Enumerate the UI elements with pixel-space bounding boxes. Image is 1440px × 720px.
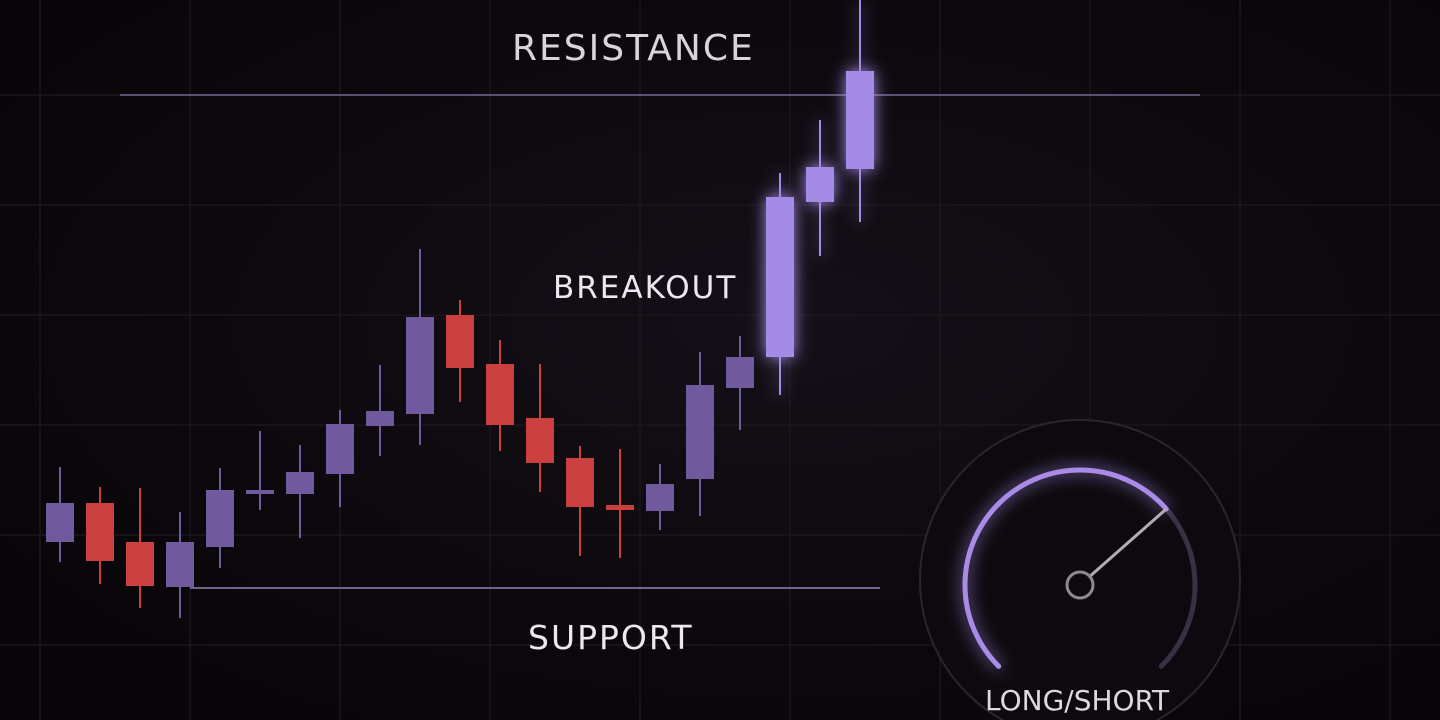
gauge-hub: [1065, 570, 1095, 600]
bearish-candle: [86, 487, 114, 584]
candle-body: [606, 505, 634, 510]
long-short-gauge: [919, 419, 1241, 720]
candle-body: [326, 424, 354, 474]
support-label: SUPPORT: [528, 618, 694, 657]
gauge-dial: [919, 419, 1241, 720]
candle-body: [166, 542, 194, 587]
candle-body: [646, 484, 674, 511]
bearish-candle: [606, 449, 634, 558]
candle-body: [446, 315, 474, 368]
bearish-candle: [446, 300, 474, 402]
candle-body: [206, 490, 234, 547]
candle-body: [46, 503, 74, 542]
bullish-candle: [846, 0, 874, 222]
candle-body: [246, 490, 274, 494]
candle-body: [406, 317, 434, 414]
bullish-candle: [686, 352, 714, 516]
bullish-candle: [646, 464, 674, 530]
bullish-candle: [366, 365, 394, 456]
bullish-candle: [766, 173, 794, 395]
bearish-candle: [486, 340, 514, 451]
bullish-candle: [326, 410, 354, 507]
gauge-label: LONG/SHORT: [985, 684, 1170, 717]
candle-body: [766, 197, 794, 357]
breakout-label: BREAKOUT: [553, 270, 738, 306]
bullish-candle: [726, 336, 754, 430]
candle-body: [366, 411, 394, 426]
candle-body: [86, 503, 114, 561]
bullish-candle: [166, 512, 194, 618]
bullish-candle: [246, 431, 274, 510]
gauge-fill-arc: [962, 467, 1169, 669]
bullish-candle: [206, 468, 234, 568]
resistance-label: RESISTANCE: [512, 28, 755, 69]
candle-body: [526, 418, 554, 463]
candle-body: [686, 385, 714, 479]
bearish-candle: [566, 446, 594, 556]
gauge-needle: [1079, 507, 1168, 587]
candle-body: [726, 357, 754, 388]
bullish-candle: [286, 445, 314, 538]
candle-body: [846, 71, 874, 169]
bullish-candle: [46, 467, 74, 562]
candle-body: [806, 167, 834, 202]
candle-body: [286, 472, 314, 494]
bullish-candle: [806, 120, 834, 256]
bullish-candle: [406, 249, 434, 445]
candle-body: [566, 458, 594, 507]
candle-body: [486, 364, 514, 425]
bearish-candle: [126, 488, 154, 608]
bearish-candle: [526, 364, 554, 492]
candle-body: [126, 542, 154, 586]
